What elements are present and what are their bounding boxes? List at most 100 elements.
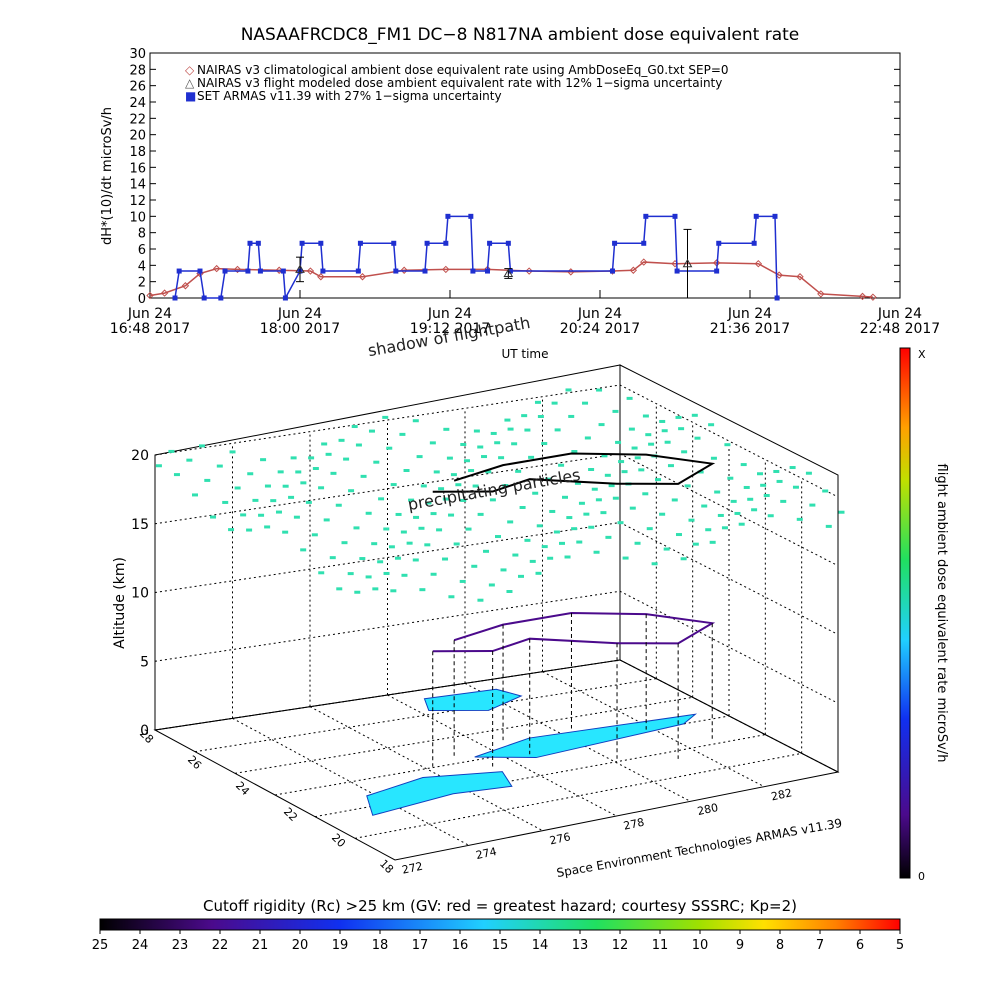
point-armas [674, 268, 680, 274]
y-tick-label: 28 [129, 63, 146, 78]
point-armas [445, 213, 451, 219]
point-armas [197, 268, 203, 274]
x-tick-label: 20:24 2017 [560, 321, 640, 337]
y-tick-label: 8 [138, 227, 146, 242]
floor-gridline [542, 671, 765, 788]
dose-colorbar-top: X [918, 348, 926, 361]
latitude-tick-label: 26 [185, 753, 204, 772]
point-armas [612, 240, 618, 246]
series-group [146, 213, 877, 301]
x-tick-label: Jun 24 [727, 306, 772, 322]
point-nairas-clim [317, 273, 325, 281]
y-tick-label: 6 [138, 243, 146, 258]
point-nairas-clim [525, 267, 533, 275]
y-axis-label: dH*(10)/dt microSv/h [100, 107, 115, 245]
point-armas [753, 213, 759, 219]
x-tick-label: 16:48 2017 [110, 321, 190, 337]
dose-rate-timeseries: NASAAFRCDC8_FM1 DC−8 N817NA ambient dose… [100, 25, 940, 361]
series-line-armas [174, 215, 778, 301]
point-armas [176, 268, 182, 274]
precip-label: precipitating particles [406, 465, 582, 514]
x-tick-label: 21:36 2017 [710, 321, 790, 337]
rc-tick-label: 19 [332, 938, 349, 953]
rc-tick-label: 5 [896, 938, 904, 953]
legend-marker-nairas-clim: ◇ [185, 63, 195, 77]
x-tick-label: Jun 24 [277, 306, 322, 322]
y-tick-label: 2 [138, 276, 146, 291]
point-nairas-clim [306, 267, 315, 275]
point-armas [201, 295, 207, 301]
cutoff-rigidity-colorbar: Cutoff rigidity (Rc) >25 km (GV: red = g… [92, 897, 904, 953]
longitude-tick-label: 280 [696, 801, 719, 818]
altitude-gridline [154, 521, 839, 635]
x-axis-label: UT time [501, 347, 548, 361]
altitude-axis: 0 5 10 15 20 [131, 448, 149, 739]
floor-gridline [354, 752, 802, 839]
dose-colorbar: X 0 flight ambient dose equivalent rate … [899, 347, 949, 883]
point-armas [772, 213, 778, 219]
point-armas [172, 295, 178, 301]
plot-frame [149, 52, 901, 299]
rc-tick-label: 10 [692, 938, 709, 953]
rc-tick-label: 16 [452, 938, 469, 953]
point-armas [774, 295, 780, 301]
rc-colorbar-title: Cutoff rigidity (Rc) >25 km (GV: red = g… [203, 897, 797, 915]
point-nairas-clim [858, 292, 867, 301]
longitude-axis: 272 274 276 278 280 282 [401, 786, 793, 876]
point-nairas-clim [358, 273, 367, 281]
rc-tick-label: 18 [372, 938, 389, 953]
rc-tick-label: 17 [412, 938, 429, 953]
longitude-tick-label: 274 [475, 845, 498, 862]
latitude-tick-label: 24 [233, 779, 252, 798]
floor-gridline [387, 694, 617, 817]
rc-tick-label: 24 [132, 938, 149, 953]
point-armas [443, 240, 449, 246]
altitude-tick-label: 15 [131, 517, 149, 533]
precipitating-particles [155, 388, 845, 602]
rc-tick-label: 25 [92, 938, 109, 953]
x-tick-label: Jun 24 [127, 306, 172, 322]
landmass [423, 688, 523, 711]
point-armas [468, 213, 474, 219]
longitude-tick-label: 276 [548, 830, 571, 847]
legend-label-nairas-model: NAIRAS v3 flight modeled dose ambient eq… [197, 76, 722, 90]
point-nairas-model [682, 258, 693, 268]
credit-label: Space Environment Technologies ARMAS v11… [555, 816, 843, 880]
x-tick-label: 18:00 2017 [260, 321, 340, 337]
point-armas [714, 268, 720, 274]
point-armas [393, 268, 399, 274]
y-tick-label: 30 [129, 47, 146, 62]
y-tick-label: 0 [138, 292, 146, 307]
rc-tick-label: 9 [736, 938, 744, 953]
altitude-gridline [154, 590, 839, 704]
point-nairas-clim [754, 259, 763, 268]
point-nairas-clim [442, 265, 450, 274]
point-armas [641, 240, 647, 246]
rc-tick-label: 11 [652, 938, 669, 953]
dose-colorbar-label: flight ambient dose equivalent rate micr… [934, 464, 949, 763]
y-tick-label: 10 [129, 210, 146, 225]
point-armas [610, 268, 615, 274]
y-tick-label: 14 [129, 178, 146, 193]
landmass [366, 771, 513, 816]
point-armas [318, 240, 324, 246]
point-nairas-model [503, 268, 514, 277]
rc-tick-label: 20 [292, 938, 309, 953]
rc-tick-label: 6 [856, 938, 864, 953]
rc-colorbar-ramp [99, 918, 901, 931]
rc-tick-label: 15 [492, 938, 509, 953]
point-armas [487, 240, 493, 246]
altitude-label: Altitude (km) [112, 557, 128, 649]
dose-colorbar-ramp [899, 347, 911, 879]
point-nairas-clim [869, 293, 877, 301]
legend-label-armas: SET ARMAS v11.39 with 27% 1−sigma uncert… [197, 89, 502, 103]
point-armas [470, 268, 476, 274]
x-tick-label: 19:12 2017 [410, 321, 490, 337]
flightpath-shadow [432, 452, 716, 493]
y-tick-label: 26 [129, 80, 146, 95]
point-armas [505, 240, 511, 246]
point-armas [257, 268, 263, 274]
rc-colorbar-ticks: 25 24 23 22 21 20 19 18 17 16 15 14 13 12 11 10 9 8 7 6 5 [92, 930, 904, 953]
y-tick-label: 4 [138, 259, 146, 274]
